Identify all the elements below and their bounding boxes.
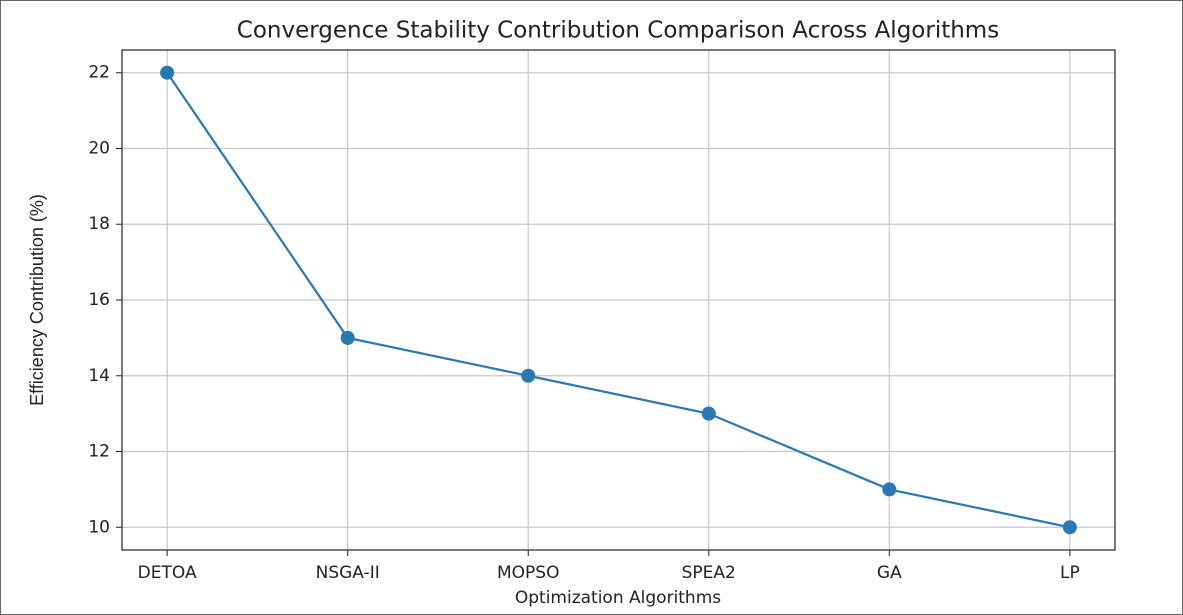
x-axis-label: Optimization Algorithms: [515, 588, 721, 608]
x-tick-label: MOPSO: [497, 563, 559, 583]
x-tick-label: LP: [1060, 563, 1080, 583]
point: [340, 330, 355, 345]
y-tick-label: 20: [88, 138, 110, 158]
y-axis-label: Efficiency Contribution (%): [27, 194, 47, 406]
point: [1062, 520, 1077, 535]
x-tick-label: SPEA2: [682, 563, 736, 583]
y-tick-label: 10: [88, 517, 110, 537]
point: [160, 65, 175, 80]
x-tick-label: GA: [877, 563, 902, 583]
point: [882, 482, 897, 497]
x-tick-label: NSGA-II: [316, 563, 380, 583]
plot-frame: [121, 49, 1116, 551]
point: [701, 406, 716, 421]
line: [166, 72, 1071, 529]
y-tick-label: 14: [88, 366, 110, 386]
y-tick-label: 22: [88, 63, 110, 83]
chart-title: Convergence Stability Contribution Compa…: [237, 18, 999, 44]
point: [521, 368, 536, 383]
x-tick-label: DETOA: [138, 563, 197, 583]
y-tick-label: 16: [88, 290, 110, 310]
y-tick-label: 12: [88, 442, 110, 462]
y-tick-label: 18: [88, 214, 110, 234]
